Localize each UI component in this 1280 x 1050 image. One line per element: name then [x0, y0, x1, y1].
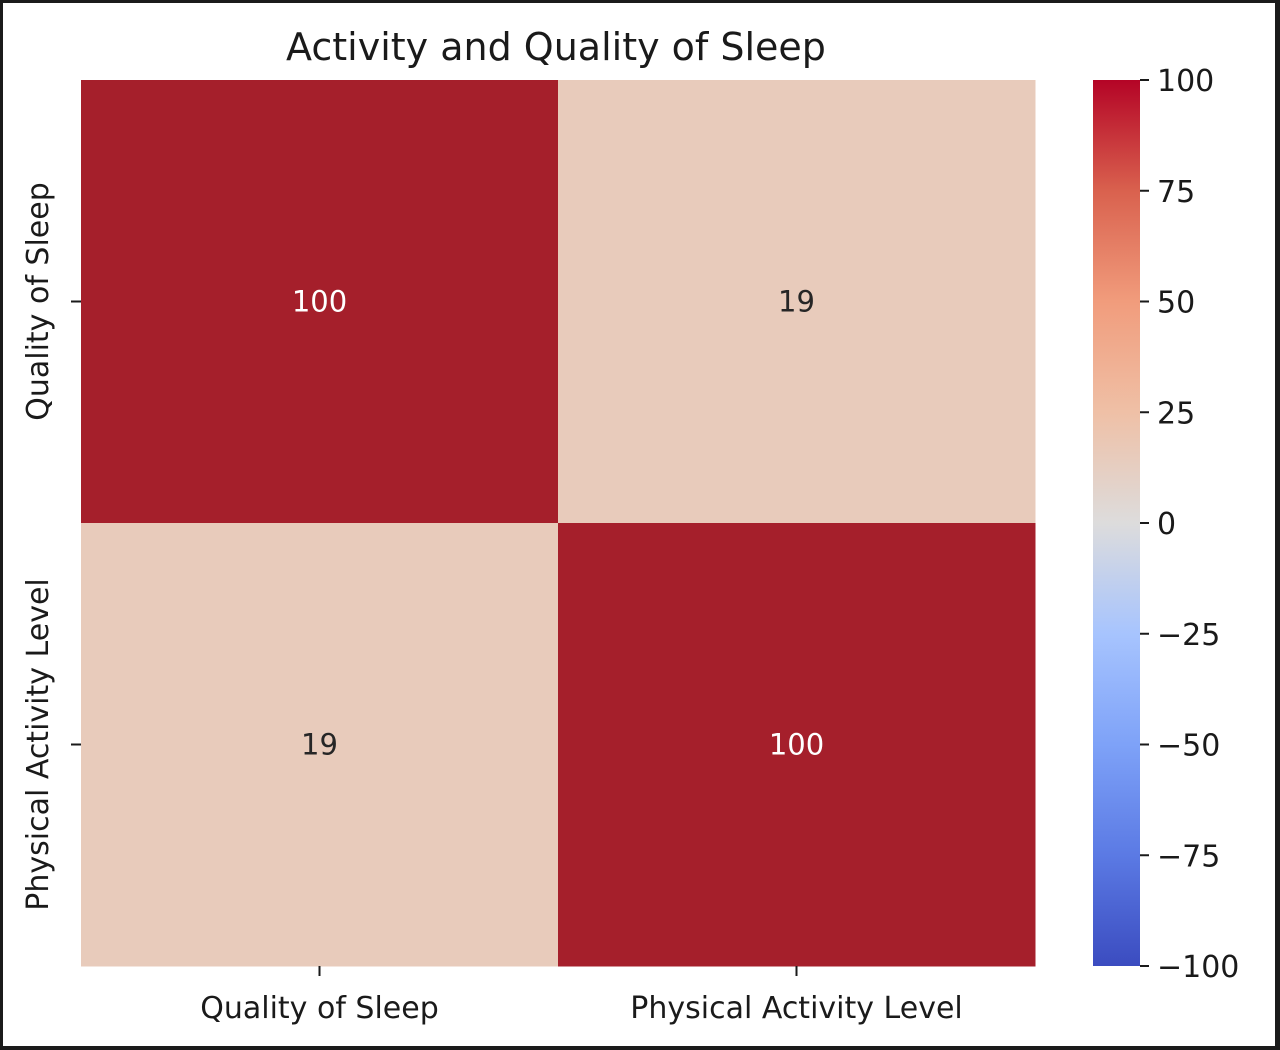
- heatmap-cell: [81, 523, 559, 967]
- chart-title: Activity and Quality of Sleep: [286, 25, 826, 69]
- heatmap-cell-label: 100: [769, 728, 824, 762]
- colorbar-tick-label: 75: [1157, 175, 1195, 210]
- heatmap-cell-labels: 100 19 19 100: [292, 285, 824, 762]
- x-tick-label: Physical Activity Level: [630, 991, 963, 1026]
- colorbar: [1093, 80, 1140, 966]
- chart-frame: Activity and Quality of Sleep 100 19 19 100…: [3, 3, 1275, 1046]
- x-axis: Quality of Sleep Physical Activity Level: [200, 966, 963, 1026]
- colorbar-tick-label: −50: [1157, 729, 1220, 764]
- heatmap-cell: [558, 80, 1036, 524]
- heatmap-cell: [81, 80, 559, 524]
- colorbar-tick-label: 25: [1157, 396, 1195, 431]
- colorbar-tick-label: 50: [1157, 286, 1195, 321]
- heatmap-cell-label: 19: [778, 285, 815, 319]
- colorbar-tick-label: −25: [1157, 618, 1220, 653]
- colorbar-tick-label: 100: [1157, 64, 1214, 99]
- heatmap-cell: [558, 523, 1036, 967]
- heatmap-cell-label: 100: [292, 285, 347, 319]
- colorbar-tick-label: 0: [1157, 507, 1176, 542]
- y-tick-label: Physical Activity Level: [21, 578, 56, 911]
- y-axis: Quality of Sleep Physical Activity Level: [21, 182, 81, 911]
- heatmap-cell-label: 19: [301, 728, 338, 762]
- x-tick-label: Quality of Sleep: [200, 991, 439, 1026]
- colorbar-tick-label: −100: [1157, 950, 1239, 985]
- y-tick-label: Quality of Sleep: [21, 182, 56, 421]
- heatmap-cells: [81, 80, 1036, 967]
- colorbar-ticks: 100 75 50 25 0 −25 −50 −75 −100: [1140, 64, 1239, 985]
- colorbar-tick-label: −75: [1157, 839, 1220, 874]
